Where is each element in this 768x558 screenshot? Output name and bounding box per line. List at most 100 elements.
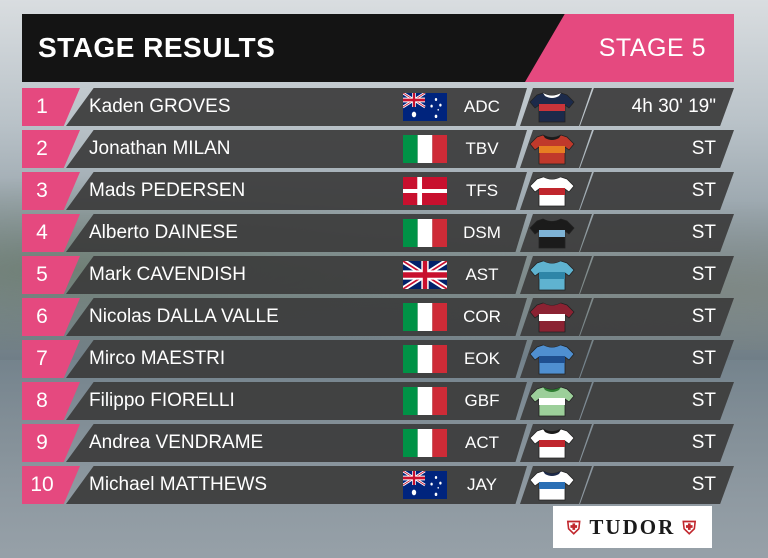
team-code: TBV (465, 139, 499, 158)
finish-time: ST (691, 138, 716, 159)
team-jersey-icon (529, 133, 575, 165)
team-jersey-icon (529, 469, 575, 501)
table-row: 8 Filippo FIORELLI GBF ST (22, 382, 734, 420)
rider-cell (66, 340, 527, 378)
team-code: TFS (465, 181, 499, 200)
rider-name: Mirco MAESTRI (89, 348, 226, 369)
results-table: 1 Kaden GROVES ADC 4h 30' 19" 2 Jonathan MIL… (22, 88, 734, 508)
team-code: DSM (463, 223, 501, 242)
finish-time: ST (691, 180, 716, 201)
rider-cell (66, 172, 527, 210)
rider-name: Nicolas DALLA VALLE (89, 306, 279, 327)
team-jersey-icon (529, 175, 575, 207)
finish-time: ST (691, 306, 716, 327)
rider-cell (66, 466, 527, 504)
team-jersey-icon (529, 427, 575, 459)
italy-flag-icon (403, 219, 447, 247)
time-cell: ST (580, 214, 734, 252)
finish-time: ST (691, 264, 716, 285)
team-jersey-icon (529, 259, 575, 291)
position-number: 5 (36, 263, 48, 286)
title-bar: STAGE RESULTS (22, 14, 582, 82)
team-code: JAY (467, 475, 497, 494)
italy-flag-icon (403, 345, 447, 373)
table-row: 4 Alberto DAINESE DSM ST (22, 214, 734, 252)
rider-cell (66, 88, 527, 126)
rider-name: Alberto DAINESE (89, 222, 238, 243)
rider-cell (66, 424, 527, 462)
team-code: GBF (464, 391, 500, 410)
rider-cell (66, 214, 527, 252)
rider-name: Andrea VENDRAME (89, 432, 264, 453)
position-number: 7 (36, 347, 48, 370)
table-row: 6 Nicolas DALLA VALLE COR ST (22, 298, 734, 336)
table-row: 10 Michael MATTHEWS JAY ST (22, 466, 734, 504)
position-number: 8 (36, 389, 48, 412)
time-cell: 4h 30' 19" (580, 88, 734, 126)
position-number: 10 (30, 473, 54, 496)
team-code: EOK (464, 349, 500, 368)
header: STAGE RESULTS STAGE 5 (22, 14, 734, 82)
page-title: STAGE RESULTS (38, 32, 276, 63)
italy-flag-icon (403, 429, 447, 457)
time-cell: ST (580, 172, 734, 210)
table-row: 2 Jonathan MILAN TBV ST (22, 130, 734, 168)
team-code: AST (465, 265, 499, 284)
time-cell: ST (580, 298, 734, 336)
position-number: 4 (36, 221, 48, 244)
team-jersey-icon (529, 343, 575, 375)
rider-name: Jonathan MILAN (89, 138, 231, 159)
italy-flag-icon (403, 303, 447, 331)
team-jersey-icon (529, 301, 575, 333)
rider-name: Filippo FIORELLI (89, 390, 235, 411)
team-code: ACT (465, 433, 499, 452)
rider-cell (66, 382, 527, 420)
rider-cell (66, 298, 527, 336)
table-row: 7 Mirco MAESTRI EOK ST (22, 340, 734, 378)
finish-time: 4h 30' 19" (631, 96, 716, 117)
time-cell: ST (580, 256, 734, 294)
table-row: 1 Kaden GROVES ADC 4h 30' 19" (22, 88, 734, 126)
sponsor-wordmark: ⛨ TUDOR ⛨ (553, 506, 712, 548)
rider-name: Mark CAVENDISH (89, 264, 246, 285)
table-row: 3 Mads PEDERSEN TFS ST (22, 172, 734, 210)
finish-time: ST (691, 432, 716, 453)
sponsor-logo: ⛨ TUDOR ⛨ (553, 506, 712, 548)
team-jersey-icon (529, 91, 575, 123)
rider-cell (66, 130, 527, 168)
position-number: 3 (36, 179, 48, 202)
stage-badge: STAGE 5 (525, 14, 734, 82)
team-code: COR (463, 307, 501, 326)
time-cell: ST (580, 466, 734, 504)
time-cell: ST (580, 424, 734, 462)
position-number: 9 (36, 431, 48, 454)
time-cell: ST (580, 130, 734, 168)
rider-name: Kaden GROVES (89, 96, 231, 117)
position-number: 6 (36, 305, 48, 328)
position-number: 1 (36, 95, 48, 118)
time-cell: ST (580, 382, 734, 420)
finish-time: ST (691, 390, 716, 411)
table-row: 9 Andrea VENDRAME ACT ST (22, 424, 734, 462)
team-jersey-icon (529, 385, 575, 417)
position-number: 2 (36, 137, 48, 160)
australia-flag-icon (402, 469, 447, 499)
rider-cell (66, 256, 527, 294)
shield-icon: ⛨ (682, 518, 698, 538)
uk-flag-icon (402, 258, 448, 292)
table-row: 5 Mark CAVENDISH AST ST (22, 256, 734, 294)
team-code: ADC (464, 97, 500, 116)
italy-flag-icon (403, 135, 447, 163)
sponsor-name: TUDOR (589, 515, 676, 539)
finish-time: ST (691, 474, 716, 495)
italy-flag-icon (403, 387, 447, 415)
rider-name: Michael MATTHEWS (89, 474, 268, 495)
finish-time: ST (691, 222, 716, 243)
finish-time: ST (691, 348, 716, 369)
shield-icon: ⛨ (567, 518, 583, 538)
rider-name: Mads PEDERSEN (89, 180, 246, 201)
time-cell: ST (580, 340, 734, 378)
stage-label: STAGE 5 (598, 34, 706, 62)
denmark-flag-icon (403, 177, 447, 205)
australia-flag-icon (402, 91, 447, 121)
